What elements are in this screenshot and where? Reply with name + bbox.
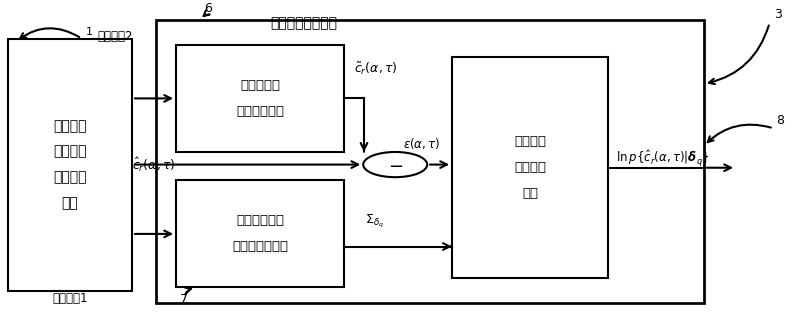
Text: $\hat{c}_r(\alpha,\tau)$: $\hat{c}_r(\alpha,\tau)$ xyxy=(132,155,176,174)
FancyBboxPatch shape xyxy=(452,57,608,278)
Text: 似然函数: 似然函数 xyxy=(514,135,546,148)
Text: 计值处理: 计值处理 xyxy=(54,170,86,184)
Text: 7: 7 xyxy=(180,293,188,306)
Text: 输入参数1: 输入参数1 xyxy=(52,292,87,305)
Text: $-$: $-$ xyxy=(388,156,402,174)
FancyBboxPatch shape xyxy=(156,19,704,303)
Text: 6: 6 xyxy=(204,2,212,15)
Text: $\varepsilon(\alpha,\tau)$: $\varepsilon(\alpha,\tau)$ xyxy=(403,136,441,151)
Text: 函数处理单元: 函数处理单元 xyxy=(236,105,284,118)
Text: 循环自相关: 循环自相关 xyxy=(240,79,280,92)
Text: 差矩阵处理单元: 差矩阵处理单元 xyxy=(232,240,288,253)
Text: 关函数估: 关函数估 xyxy=(54,145,86,159)
Text: 输入参数2: 输入参数2 xyxy=(98,30,133,43)
Text: 似然函数处理单元: 似然函数处理单元 xyxy=(270,17,338,31)
Text: 单元: 单元 xyxy=(522,187,538,200)
FancyBboxPatch shape xyxy=(176,180,344,287)
FancyBboxPatch shape xyxy=(176,45,344,152)
FancyBboxPatch shape xyxy=(8,39,132,291)
Text: 计算处理: 计算处理 xyxy=(514,161,546,174)
Text: 8: 8 xyxy=(776,114,784,127)
Text: 单元: 单元 xyxy=(62,196,78,210)
Text: 1: 1 xyxy=(86,27,93,37)
Text: 循环自相: 循环自相 xyxy=(54,119,86,133)
Text: $\Sigma_{\delta_q}$: $\Sigma_{\delta_q}$ xyxy=(365,213,384,230)
Text: $\tilde{c}_r(\alpha,\tau)$: $\tilde{c}_r(\alpha,\tau)$ xyxy=(354,60,398,77)
Text: 估计误差协方: 估计误差协方 xyxy=(236,214,284,227)
Text: $\ln p\{\hat{c}_r(\alpha,\tau)|\boldsymbol{\delta}_q\}$: $\ln p\{\hat{c}_r(\alpha,\tau)|\boldsymb… xyxy=(616,148,710,168)
Text: 3: 3 xyxy=(774,8,782,21)
